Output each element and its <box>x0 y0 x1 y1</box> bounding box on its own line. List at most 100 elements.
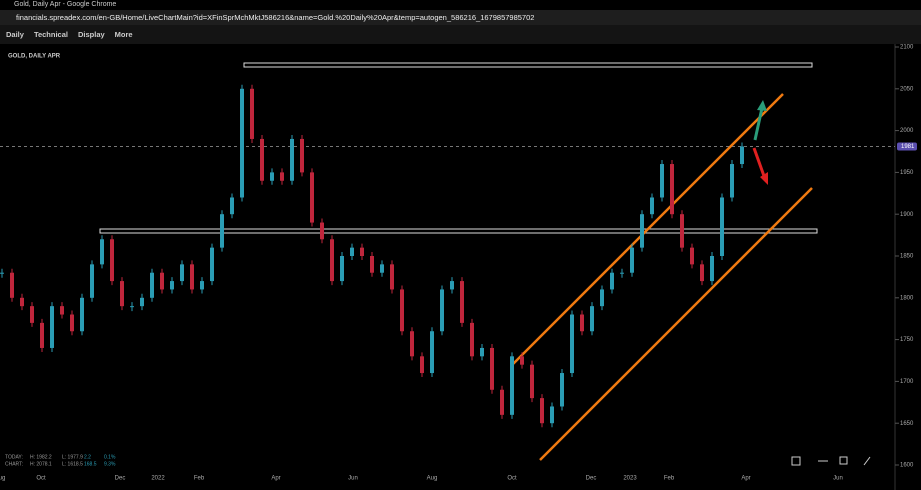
last-price-label: 1981 <box>901 144 915 150</box>
date-label: 2023 <box>623 476 637 482</box>
date-label: Jun <box>348 476 358 482</box>
last-price-tag <box>897 142 917 151</box>
price-tick-label: 1600 <box>900 463 914 469</box>
candle <box>310 172 314 223</box>
price-tick-label: 1700 <box>900 379 914 385</box>
candle <box>190 264 194 290</box>
candle <box>640 214 644 248</box>
candle <box>680 214 684 248</box>
candle <box>140 297 144 307</box>
price-tick-label: 2100 <box>900 45 914 51</box>
candle <box>720 197 724 256</box>
candle <box>180 264 184 282</box>
candle <box>550 406 554 424</box>
candle <box>670 164 674 215</box>
support-box <box>99 228 818 234</box>
candle <box>240 88 244 198</box>
candle <box>470 322 474 357</box>
candle <box>630 247 634 273</box>
candle <box>200 281 204 290</box>
price-tick-label: 2000 <box>900 128 914 134</box>
menu[interactable]: Technical <box>33 30 68 39</box>
candle <box>260 138 264 181</box>
window-title: Gold, Daily Apr - Google Chrome <box>14 1 117 8</box>
candle <box>130 306 134 308</box>
arrow-down-head <box>760 172 768 185</box>
candle <box>700 264 704 282</box>
title-bar: Gold, Daily Apr - Google Chrome <box>0 0 921 10</box>
candle <box>250 88 254 139</box>
candle <box>440 289 444 332</box>
candle <box>540 398 544 424</box>
candle <box>580 314 584 332</box>
candle <box>360 247 364 256</box>
arrow-up <box>753 107 764 141</box>
candle <box>570 314 574 374</box>
stat: 2.2 <box>84 454 91 460</box>
date-label: Apr <box>741 476 750 482</box>
stat: CHART: <box>5 461 23 467</box>
candle <box>80 297 84 332</box>
stat: H: 2078.1 <box>30 461 52 467</box>
candle <box>220 214 224 248</box>
candle <box>480 347 484 357</box>
candle <box>740 146 744 165</box>
candle <box>290 138 294 181</box>
drawing-tools[interactable] <box>791 456 871 466</box>
channel-lower <box>539 187 813 461</box>
candle <box>280 172 284 181</box>
candle <box>660 164 664 198</box>
menu[interactable]: Daily <box>6 30 24 39</box>
candle <box>450 281 454 290</box>
candle <box>610 272 614 290</box>
price-tick-label: 1850 <box>900 254 914 260</box>
stat: L: 1618.5 <box>62 461 83 467</box>
candle <box>0 272 4 274</box>
stat: 9.3% <box>104 461 116 467</box>
price-tick-label: 2050 <box>900 86 914 92</box>
candle <box>500 389 504 415</box>
candle <box>20 297 24 307</box>
candle <box>590 306 594 332</box>
candle <box>620 272 624 274</box>
candle <box>160 272 164 290</box>
resistance-box <box>243 62 813 68</box>
candle <box>150 272 154 298</box>
chart-label: GOLD, DAILY APR <box>8 54 61 60</box>
date-label: Dec <box>586 476 597 482</box>
chart-toolbar: Daily Technical Display More <box>0 25 921 44</box>
candle <box>490 347 494 390</box>
date-label: Oct <box>507 476 517 482</box>
stat: H: 1982.2 <box>30 454 52 460</box>
date-label: Feb <box>194 476 205 482</box>
address-bar[interactable]: financials.spreadex.com/en-GB/Home/LiveC… <box>0 10 921 25</box>
candle <box>210 247 214 282</box>
candle <box>10 272 14 298</box>
candle <box>650 197 654 215</box>
price-tick-label: 1750 <box>900 337 914 343</box>
candle <box>300 138 304 173</box>
candle <box>50 306 54 348</box>
candle <box>710 256 714 282</box>
candle <box>690 247 694 265</box>
candle <box>60 306 64 315</box>
date-label: Jun <box>833 476 843 482</box>
price-tick-label: 1950 <box>900 170 914 176</box>
stat: 168.5 <box>84 461 97 467</box>
menu[interactable]: Display <box>77 30 105 39</box>
candle <box>90 264 94 298</box>
stat: TODAY: <box>5 454 23 460</box>
candle <box>410 331 414 357</box>
candle <box>530 364 534 399</box>
candle <box>510 356 514 415</box>
date-label: Oct <box>36 476 46 482</box>
candle <box>560 373 564 407</box>
candle <box>420 356 424 374</box>
url: financials.spreadex.com/en-GB/Home/LiveC… <box>16 13 535 22</box>
menu[interactable]: More <box>114 30 133 39</box>
date-label: Aug <box>427 476 438 482</box>
candle <box>170 281 174 290</box>
candle <box>370 256 374 273</box>
